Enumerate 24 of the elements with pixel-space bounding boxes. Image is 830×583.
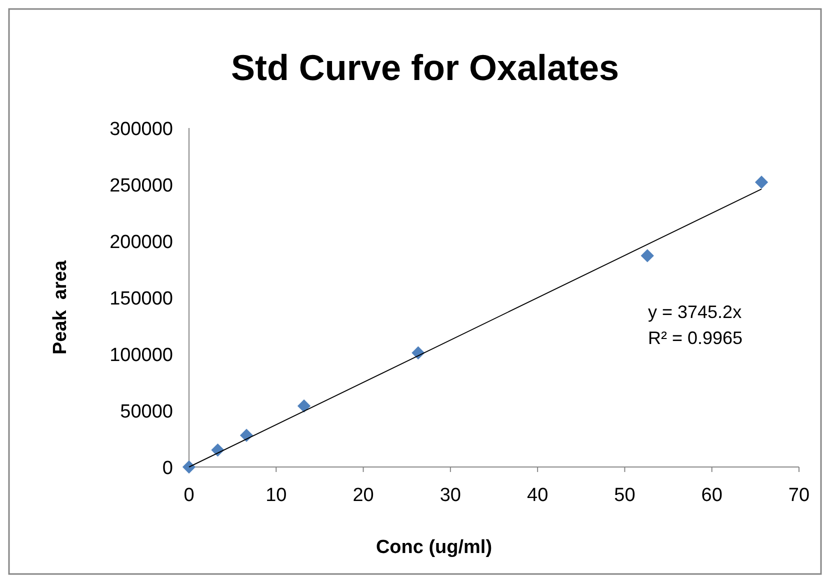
x-tick-label: 70 [788,485,810,506]
y-tick-label: 0 [162,458,173,479]
point [640,249,654,262]
y-tick-label: 50000 [120,402,173,422]
x-tick-label: 30 [440,485,461,506]
y-tick-label: 250000 [110,176,173,196]
x-tick-label: 10 [266,485,287,506]
x-tick-label: 60 [701,485,722,506]
annotation: R² = 0.9965 [648,328,743,348]
x-axis-title: Conc (ug/ml) [376,537,492,558]
point [754,176,768,189]
y-tick-label: 300000 [110,119,173,140]
y-tick-label: 150000 [110,288,173,310]
x-tick-label: 0 [184,485,194,506]
y-tick-label: 200000 [110,232,173,253]
y-tick-label: 100000 [110,345,173,366]
point [182,460,196,474]
x-tick-label: 20 [352,485,374,506]
y-axis-title: Peak area [50,260,71,355]
x-tick-label: 50 [614,485,636,506]
chart-title: Std Curve for Oxalates [230,47,620,88]
annotation: y = 3745.2x [648,302,742,322]
point [297,399,311,413]
x-tick-label: 40 [527,485,548,506]
